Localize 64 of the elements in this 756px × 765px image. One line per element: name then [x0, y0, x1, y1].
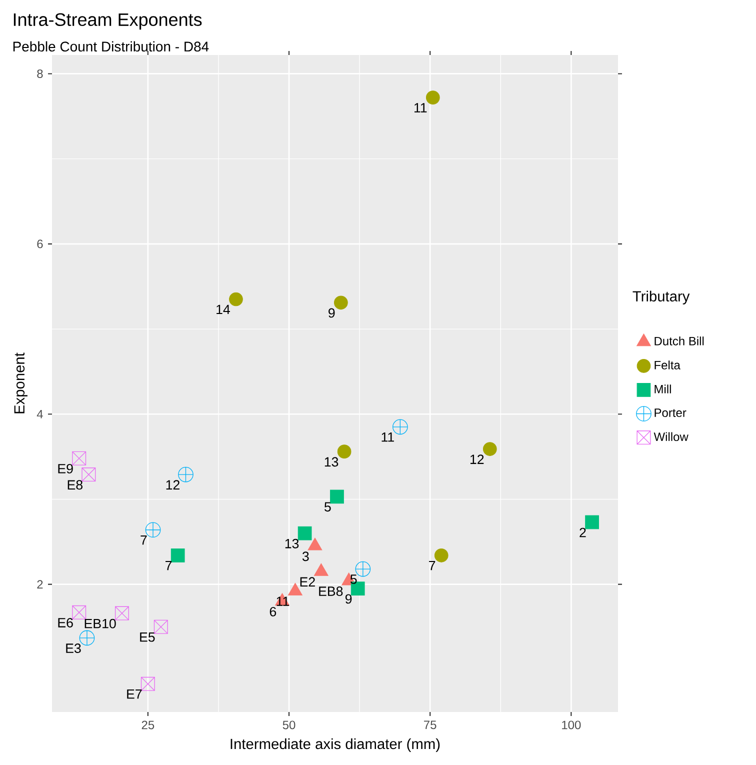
annotation: E5: [140, 632, 155, 642]
annotation: EB10: [84, 618, 116, 628]
annotation: 12: [166, 480, 180, 490]
point: [337, 444, 352, 459]
point: [82, 468, 96, 482]
y-tick-label: 6: [37, 240, 43, 248]
annotation: 5: [324, 502, 331, 512]
point: [355, 561, 371, 577]
legend-label: Felta: [654, 360, 680, 370]
x-tick-label: 50: [282, 720, 296, 730]
annotation: E6: [58, 618, 73, 628]
y-axis-title: Exponent: [14, 352, 28, 414]
annotation: EB8: [319, 586, 343, 596]
point: [434, 548, 448, 562]
annotation: 11: [382, 432, 394, 442]
chart-title: Intra-Stream Exponents: [14, 13, 202, 30]
point: [170, 548, 185, 562]
point: [585, 515, 599, 530]
annotation: E8: [68, 480, 82, 490]
point: [330, 490, 344, 504]
annotation: 13: [285, 538, 299, 548]
annotation: 11: [414, 103, 427, 112]
annotation: 3: [302, 552, 309, 562]
point: [154, 620, 168, 634]
x-tick-label: 100: [562, 720, 581, 730]
legend-label: Willow: [654, 432, 688, 442]
annotation: 9: [328, 308, 335, 318]
point: [114, 606, 129, 620]
annotation: 9: [345, 594, 352, 604]
y-tick-label: 8: [37, 69, 43, 78]
point: [229, 292, 243, 306]
point: [72, 605, 86, 620]
legend-label: Dutch Bill: [654, 336, 704, 346]
annotation: 14: [216, 304, 230, 314]
point: [145, 522, 161, 538]
y-tick-label: 4: [36, 410, 43, 418]
legend-label: Mill: [654, 384, 671, 394]
point: [392, 419, 408, 435]
point: [426, 90, 440, 104]
point: [72, 451, 86, 466]
x-axis-title: Intermediate axis diamater (mm): [230, 738, 440, 752]
annotation: 12: [470, 454, 484, 464]
x-tick-label: 75: [424, 720, 436, 730]
point: [178, 466, 194, 482]
y-tick-label: 2: [37, 580, 43, 589]
annotation: 2: [580, 528, 586, 538]
annotation: E9: [58, 464, 73, 474]
point: [298, 526, 312, 540]
annotation: 13: [324, 457, 338, 467]
annotation: 7: [166, 561, 172, 570]
annotation: E3: [66, 644, 81, 653]
annotation: 7: [140, 535, 147, 545]
legend-title: Tributary: [632, 290, 690, 304]
point: [79, 630, 95, 646]
point: [140, 676, 155, 691]
chart-subtitle: Pebble Count Distribution - D84: [13, 41, 209, 52]
annotation: E2: [300, 577, 315, 586]
annotation: E7: [127, 690, 142, 699]
x-tick-label: 25: [142, 720, 154, 730]
point: [334, 296, 348, 310]
point: [482, 442, 497, 456]
annotation: 7: [429, 561, 436, 570]
legend-label: Porter: [654, 408, 686, 418]
annotation: 6: [270, 606, 276, 616]
